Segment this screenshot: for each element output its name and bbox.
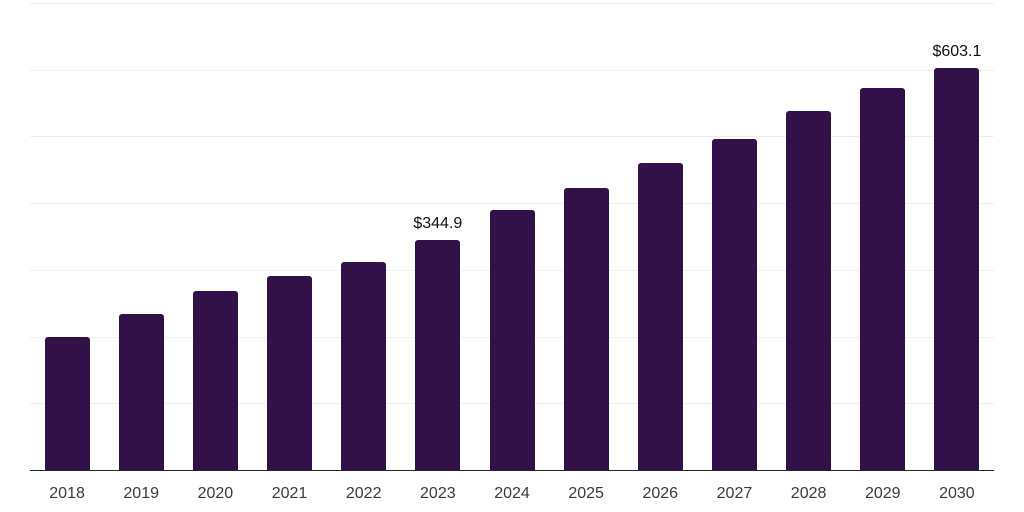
bar-value-label-2030: $603.1 <box>932 42 982 60</box>
bar-2021 <box>267 276 313 470</box>
x-tick-label-2024: 2024 <box>494 485 530 502</box>
bar-2022 <box>341 261 387 470</box>
bar-2028 <box>786 110 832 470</box>
bar-2023 <box>415 239 461 470</box>
x-axis-line <box>30 469 994 471</box>
x-tick-label-2027: 2027 <box>716 485 753 502</box>
bar-2024 <box>489 210 535 470</box>
x-tick-label-2028: 2028 <box>790 485 827 502</box>
x-tick-label-2030: 2030 <box>939 485 975 502</box>
x-tick-label-2025: 2025 <box>568 485 604 502</box>
bar-2030 <box>934 67 980 470</box>
x-tick-label-2020: 2020 <box>197 485 234 502</box>
x-tick-label-2018: 2018 <box>49 485 85 502</box>
bar-2029 <box>860 87 906 470</box>
gridline-700 <box>30 3 994 4</box>
bar-2019 <box>118 314 164 470</box>
bar-2020 <box>192 291 238 470</box>
x-tick-label-2021: 2021 <box>271 485 308 502</box>
x-tick-label-2019: 2019 <box>123 485 159 502</box>
bar-2018 <box>44 336 90 470</box>
gridline-600 <box>30 69 994 71</box>
bar-2027 <box>711 139 757 470</box>
x-tick-label-2029: 2029 <box>864 485 901 502</box>
gridline-400 <box>30 203 994 205</box>
gridline-500 <box>30 136 994 138</box>
bar-value-label-2023: $344.9 <box>413 214 463 232</box>
bar-2026 <box>637 162 683 470</box>
x-tick-label-2026: 2026 <box>642 485 679 502</box>
bar-2025 <box>563 188 609 470</box>
x-tick-label-2023: 2023 <box>420 485 456 502</box>
x-tick-label-2022: 2022 <box>345 485 382 502</box>
